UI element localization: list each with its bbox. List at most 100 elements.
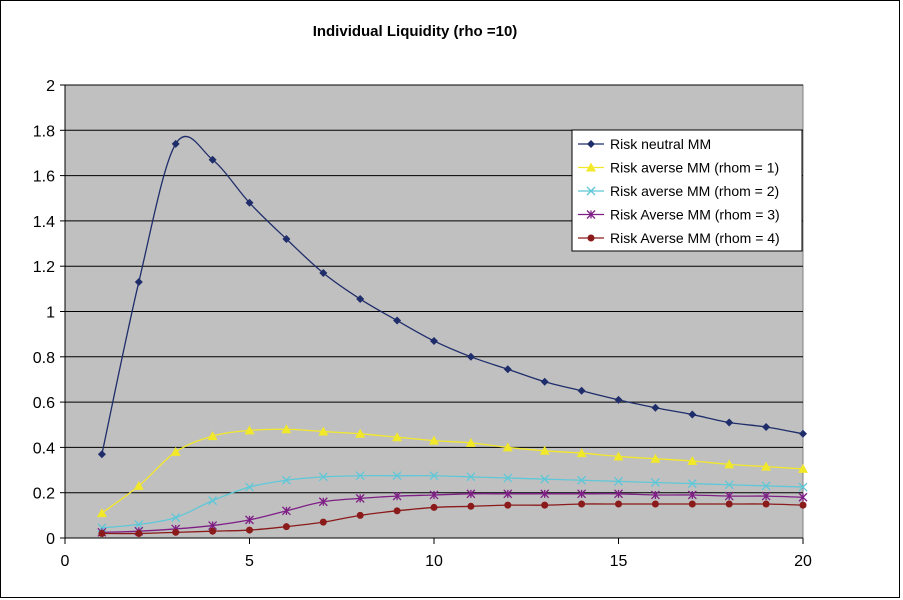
marker-diamond [762,423,771,432]
marker-x [614,476,623,486]
series-1 [97,135,807,459]
marker-diamond [430,336,438,345]
chart-title: Individual Liquidity (rho =10) [313,23,518,40]
legend-label: Risk Averse MM (rhom = 4) [610,230,780,246]
marker-star [687,490,697,500]
legend-item: Risk Averse MM (rhom = 4) [578,230,780,246]
marker-star [318,497,328,507]
marker-circle [209,527,217,535]
marker-triangle [392,432,403,442]
marker-diamond [97,450,106,459]
marker-circle [393,507,401,515]
marker-triangle [539,445,550,455]
marker-diamond [688,410,697,419]
marker-circle [725,500,733,508]
marker-triangle [318,426,329,436]
marker-circle [430,503,438,511]
marker-star [281,506,291,516]
y-tick-label: 2 [46,78,55,95]
marker-diamond [587,140,595,148]
x-tick-label: 5 [245,553,254,570]
marker-star [466,489,476,499]
marker-diamond [171,139,180,148]
marker-circle [282,523,290,531]
marker-triangle [207,431,218,441]
y-tick-label: 1.8 [33,123,55,140]
marker-x [429,471,439,481]
legend-item: Risk averse MM (rhom = 2) [578,183,779,199]
legend-item: Risk neutral MM [578,136,711,152]
marker-triangle [687,455,698,465]
marker-diamond [466,352,475,361]
marker-circle [762,500,770,508]
marker-star [540,489,550,499]
marker-circle [135,529,143,537]
marker-star [761,491,771,501]
marker-x [392,471,402,481]
marker-triangle [724,459,735,469]
marker-star [798,492,808,502]
marker-x [208,496,218,506]
marker-star [245,515,254,525]
marker-circle [504,501,512,509]
marker-diamond [614,395,623,404]
marker-circle [799,501,807,509]
marker-circle [98,529,106,537]
series-5 [98,500,807,537]
legend: Risk neutral MM Risk averse MM (rhom = 1)… [571,129,803,252]
marker-triangle [355,428,366,438]
y-tick-label: 1.4 [33,214,55,231]
y-tick-label: 0.6 [33,395,55,412]
marker-circle [356,511,364,519]
x-tick-label: 15 [610,553,628,570]
marker-diamond [356,295,365,304]
marker-x [761,481,771,491]
legend-item: Risk Averse MM (rhom = 3) [578,207,780,223]
marker-x [503,473,513,483]
marker-star [577,489,587,499]
marker-circle [688,500,696,508]
marker-x [650,478,660,487]
marker-diamond [134,278,143,287]
marker-circle [578,500,586,508]
y-tick-label: 1.6 [33,169,55,186]
marker-star [614,489,623,499]
marker-diamond [208,155,217,164]
marker-triangle [650,453,661,463]
marker-circle [541,501,549,509]
series-2 [96,424,808,518]
series-line [101,474,804,529]
x-tick-label: 0 [61,553,70,570]
series-3 [97,471,808,533]
marker-x [586,186,596,196]
legend-label: Risk averse MM (rhom = 1) [610,160,779,176]
marker-star [503,489,513,499]
series-line [101,428,804,514]
y-tick-label: 1 [46,305,55,322]
marker-diamond [503,365,512,374]
marker-circle [246,526,253,534]
marker-x [281,475,291,485]
y-tick-label: 1.2 [33,259,55,276]
marker-star [429,490,439,500]
x-tick-label: 10 [425,553,443,570]
marker-diamond [282,235,291,244]
marker-diamond [393,316,402,325]
marker-star [650,490,660,500]
marker-circle [319,518,327,526]
marker-x [245,482,254,492]
marker-triangle [429,435,439,445]
series-line [101,493,804,533]
marker-x [355,471,365,481]
legend-box [571,129,803,252]
marker-x [577,475,587,485]
marker-triangle [96,508,107,518]
marker-diamond [799,429,807,438]
marker-x [171,513,181,523]
marker-x [724,480,734,490]
marker-circle [651,500,659,508]
y-tick-label: 0 [46,531,55,548]
legend-label: Risk neutral MM [610,136,711,152]
